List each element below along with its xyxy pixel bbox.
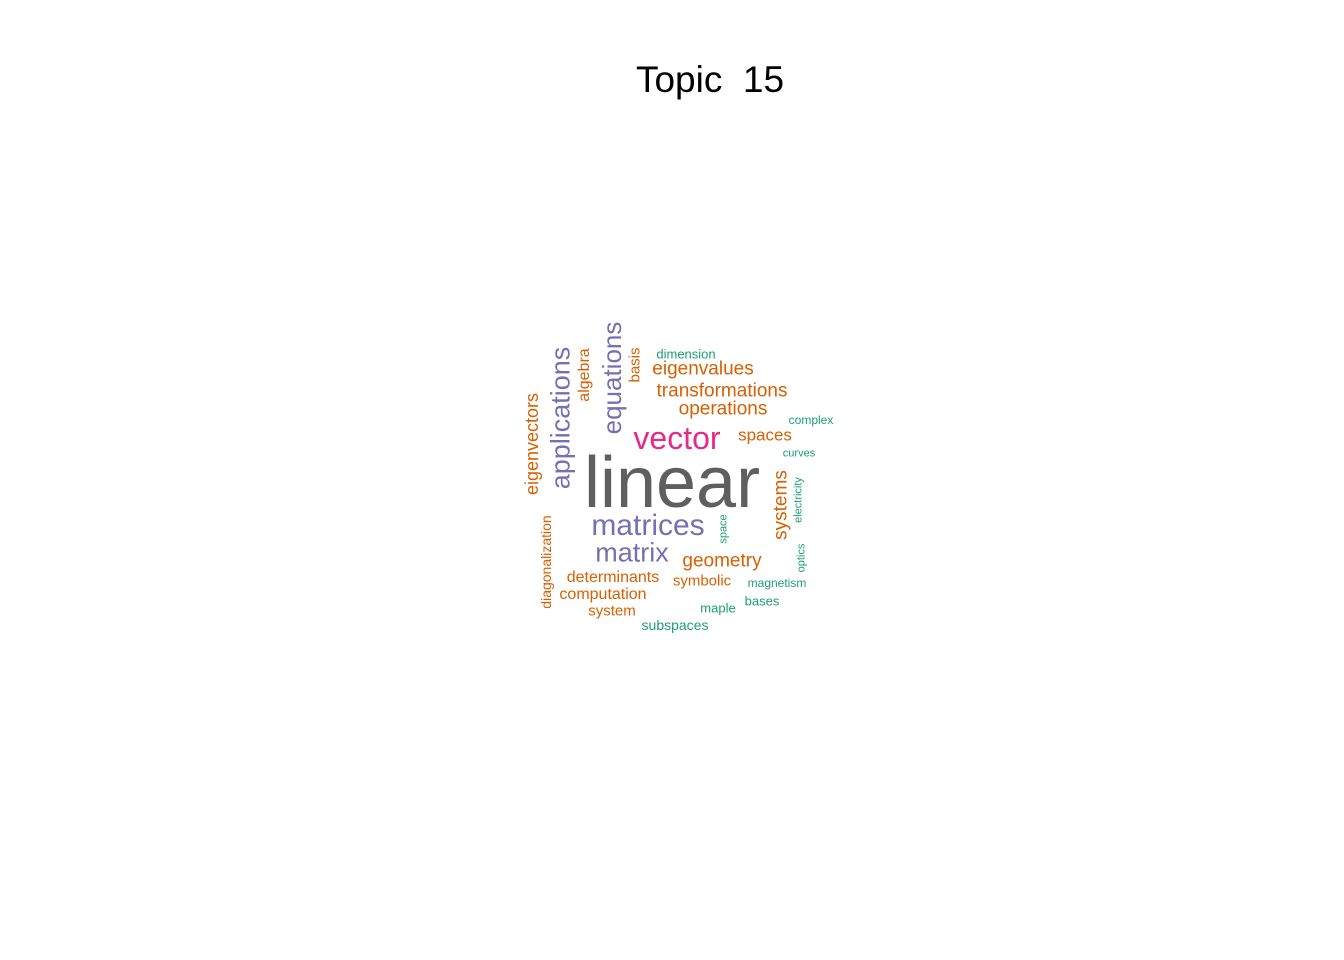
word-curves: curves <box>782 447 816 460</box>
word-space: space <box>717 514 730 544</box>
word-transformations: transformations <box>656 380 788 402</box>
word-diagonalization: diagonalization <box>538 515 554 609</box>
word-optics: optics <box>795 543 808 573</box>
word-determinants: determinants <box>566 569 660 586</box>
word-maple: maple <box>700 600 736 616</box>
word-computation: computation <box>559 586 647 603</box>
word-symbolic: symbolic <box>672 572 732 590</box>
word-systems: systems <box>770 470 792 540</box>
page-title: Topic 15 <box>635 59 785 100</box>
word-equations: equations <box>597 321 627 435</box>
word-algebra: algebra <box>576 348 593 402</box>
word-spaces: spaces <box>738 425 792 445</box>
word-geometry: geometry <box>682 550 762 572</box>
word-operations: operations <box>678 398 768 420</box>
word-matrices: matrices <box>591 509 705 542</box>
word-vector: vector <box>633 420 721 456</box>
word-applications: applications <box>545 346 576 490</box>
word-dimension: dimension <box>656 346 716 362</box>
word-linear: linear <box>583 443 761 523</box>
word-eigenvalues: eigenvalues <box>652 358 754 380</box>
word-electricity: electricity <box>792 477 805 523</box>
word-magnetism: magnetism <box>747 576 807 590</box>
word-subspaces: subspaces <box>641 617 709 633</box>
word-matrix: matrix <box>595 537 669 568</box>
word-basis: basis <box>626 347 644 383</box>
word-bases: bases <box>744 593 780 609</box>
word-system: system <box>588 602 636 620</box>
word-eigenvectors: eigenvectors <box>522 392 542 496</box>
word-complex: complex <box>788 413 834 427</box>
